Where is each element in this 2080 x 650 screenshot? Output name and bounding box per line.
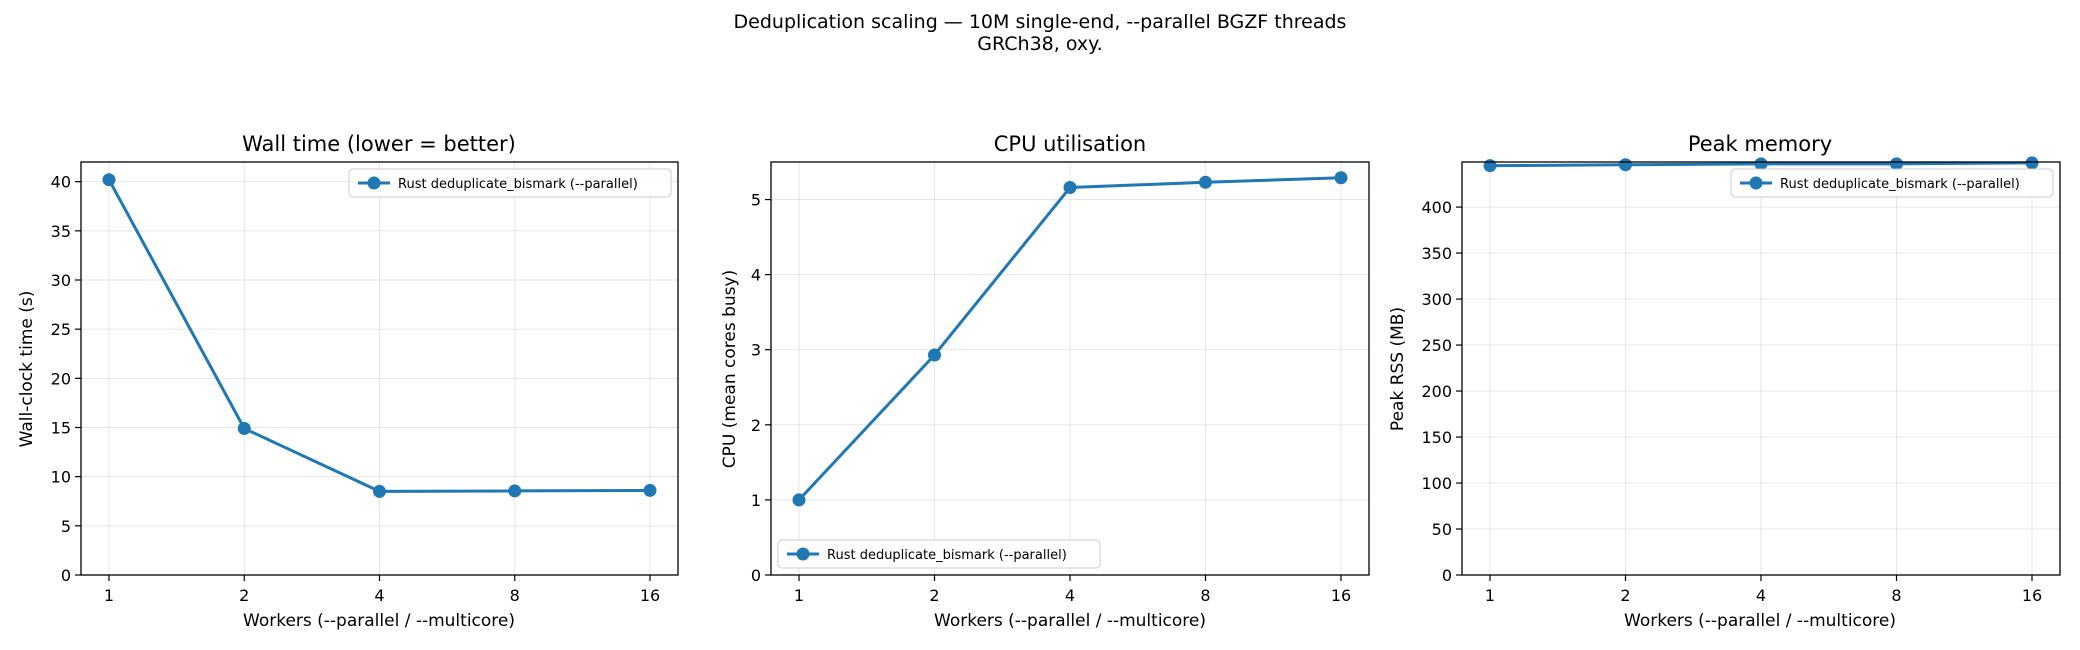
legend: Rust deduplicate_bismark (--parallel): [348, 168, 672, 198]
legend-marker: [367, 176, 381, 190]
y-tick-label: 1: [751, 491, 761, 510]
y-tick-label: 25: [51, 320, 71, 339]
data-point: [1890, 157, 1903, 171]
y-tick-label: 35: [51, 222, 71, 241]
legend-label: Rust deduplicate_bismark (--parallel): [1780, 177, 2020, 192]
y-tick-label: 15: [51, 419, 71, 438]
legend-marker: [796, 547, 810, 561]
y-tick-label: 0: [1442, 566, 1452, 585]
y-tick-label: 40: [51, 173, 71, 192]
x-tick-label: 16: [640, 586, 660, 605]
panel-peak-memory: Peak memory Workers (--parallel / --mult…: [1388, 132, 2061, 631]
data-point: [1754, 157, 1768, 171]
x-tick-label: 2: [929, 586, 939, 605]
legend-marker: [1749, 176, 1763, 190]
x-tick-label: 16: [2022, 586, 2042, 605]
y-axis-label: Wall-clock time (s): [17, 291, 37, 448]
legend: Rust deduplicate_bismark (--parallel): [777, 539, 1101, 569]
x-tick-label: 2: [239, 586, 249, 605]
panel-title: CPU utilisation: [994, 132, 1146, 156]
data-point: [1619, 158, 1632, 172]
data-point: [373, 484, 386, 498]
y-tick-label: 20: [51, 369, 71, 388]
y-tick-label: 100: [1421, 474, 1452, 493]
legend-box: [348, 168, 672, 198]
y-tick-label: 5: [61, 517, 71, 536]
data-point: [643, 483, 657, 497]
axes-frame: [1461, 161, 2061, 576]
y-tick-label: 200: [1421, 382, 1452, 401]
data-point: [1334, 171, 1348, 185]
y-tick-label: 5: [751, 191, 761, 210]
x-tick-label: 4: [1065, 586, 1075, 605]
axes-frame: [80, 161, 679, 576]
y-tick-label: 2: [751, 416, 761, 435]
legend: Rust deduplicate_bismark (--parallel): [1730, 168, 2054, 198]
y-tick-label: 10: [51, 468, 71, 487]
data-point: [237, 421, 251, 435]
y-tick-label: 400: [1421, 198, 1452, 217]
y-tick-label: 4: [751, 266, 761, 285]
x-tick-label: 1: [1485, 586, 1495, 605]
suptitle-line1: Deduplication scaling — 10M single-end, …: [734, 11, 1347, 33]
suptitle-line2: GRCh38, oxy.: [977, 33, 1102, 55]
data-point: [102, 173, 116, 187]
x-axis-label: Workers (--parallel / --multicore): [243, 611, 515, 631]
data-point: [1199, 175, 1212, 189]
legend-box: [1730, 168, 2054, 198]
axes-frame: [770, 161, 1370, 576]
data-point: [1483, 159, 1497, 173]
y-tick-label: 350: [1421, 244, 1452, 263]
x-tick-label: 1: [104, 586, 114, 605]
y-tick-label: 50: [1432, 520, 1452, 539]
y-tick-label: 0: [751, 566, 761, 585]
legend-label: Rust deduplicate_bismark (--parallel): [398, 177, 638, 192]
x-tick-label: 8: [510, 586, 520, 605]
legend-label: Rust deduplicate_bismark (--parallel): [827, 548, 1067, 563]
data-point: [928, 348, 941, 362]
data-point: [508, 484, 522, 498]
x-axis-label: Workers (--parallel / --multicore): [934, 611, 1206, 631]
data-point: [2025, 156, 2039, 170]
y-tick-label: 0: [61, 566, 71, 585]
legend-box: [777, 539, 1101, 569]
x-tick-label: 4: [1756, 586, 1766, 605]
y-tick-label: 3: [751, 341, 761, 360]
panel-title: Peak memory: [1688, 132, 1832, 156]
x-tick-label: 8: [1891, 586, 1901, 605]
panel-cpu-utilisation: CPU utilisation Workers (--parallel / --…: [720, 132, 1370, 631]
panel-wall-time: Wall time (lower = better) Workers (--pa…: [17, 132, 679, 631]
data-point: [792, 493, 806, 507]
x-tick-label: 16: [1331, 586, 1351, 605]
x-tick-label: 8: [1200, 586, 1210, 605]
y-tick-label: 300: [1421, 290, 1452, 309]
panel-title: Wall time (lower = better): [242, 132, 516, 156]
x-tick-label: 2: [1620, 586, 1630, 605]
x-tick-label: 1: [794, 586, 804, 605]
y-tick-label: 150: [1421, 428, 1452, 447]
y-axis-label: Peak RSS (MB): [1388, 307, 1408, 431]
y-axis-label: CPU (mean cores busy): [720, 270, 740, 468]
x-axis-label: Workers (--parallel / --multicore): [1624, 611, 1896, 631]
y-tick-label: 250: [1421, 336, 1452, 355]
data-point: [1063, 181, 1077, 195]
y-tick-label: 30: [51, 271, 71, 290]
x-tick-label: 4: [374, 586, 384, 605]
